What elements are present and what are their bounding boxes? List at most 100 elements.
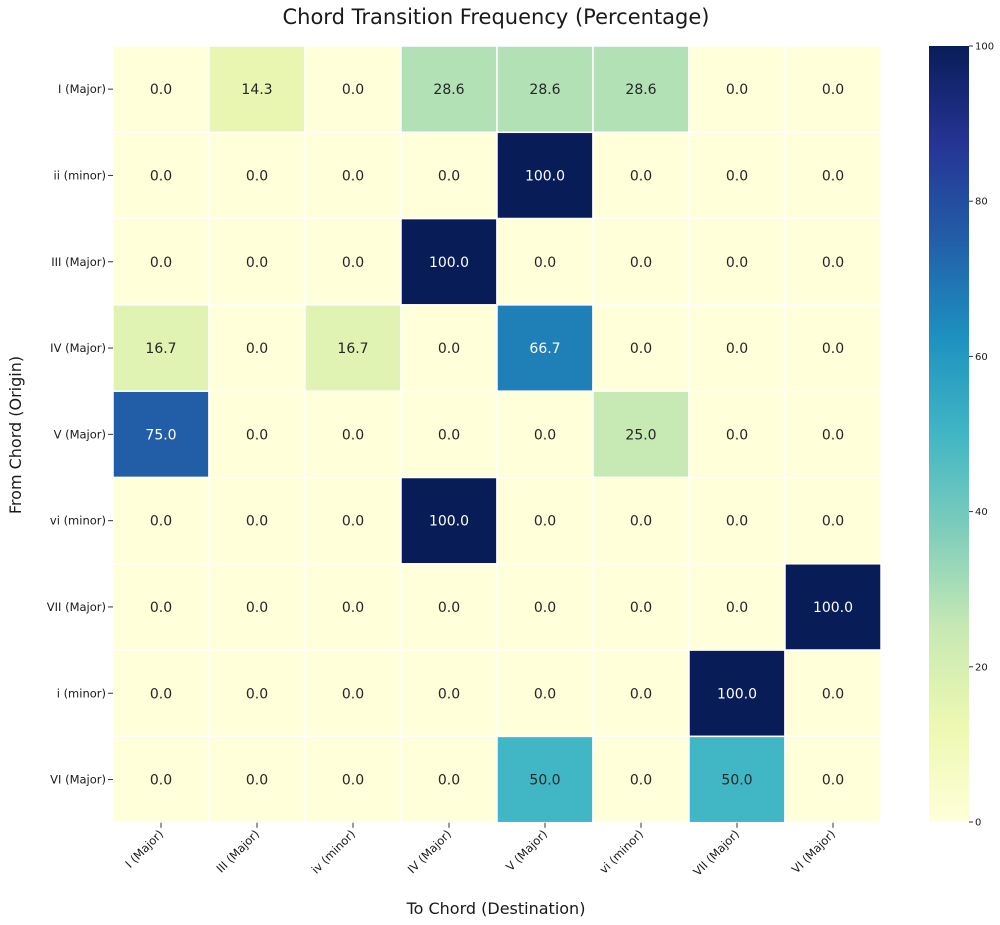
cell-value-label: 0.0 xyxy=(342,168,364,184)
heatmap-cell xyxy=(304,476,402,565)
heatmap-cell-labels: 0.0 14.3 0.0 28.6 28.6 28.6 0.0 0.0 0.0 0.0 0.0 0.0… xyxy=(145,82,853,788)
heatmap-cell xyxy=(784,390,882,479)
heatmap-cell xyxy=(784,735,882,824)
heatmap-cell xyxy=(496,217,594,306)
cell-value-label: 0.0 xyxy=(342,514,364,530)
cell-value-label: 0.0 xyxy=(726,514,748,530)
x-tick-label: vi (minor) xyxy=(597,827,647,877)
heatmap-cell xyxy=(496,476,594,565)
cell-value-label: 0.0 xyxy=(630,341,652,357)
y-tick-label: i (minor) xyxy=(57,686,106,700)
cell-value-label: 0.0 xyxy=(726,600,748,616)
heatmap-cell xyxy=(688,304,786,392)
cell-value-label: 0.0 xyxy=(246,341,268,357)
colorbar-tick-label: 0 xyxy=(975,818,981,829)
heatmap-cell xyxy=(592,217,690,306)
cell-value-label: 28.6 xyxy=(433,82,464,98)
cell-value-label: 0.0 xyxy=(150,514,172,530)
heatmap-cell xyxy=(496,735,594,824)
heatmap-cell xyxy=(304,304,402,392)
cell-value-label: 0.0 xyxy=(150,255,172,271)
cell-value-label: 0.0 xyxy=(246,773,268,789)
y-tick-label: VII (Major) xyxy=(47,600,106,614)
cell-value-label: 0.0 xyxy=(630,514,652,530)
heatmap-cell xyxy=(592,131,690,220)
cell-value-label: 0.0 xyxy=(822,255,844,271)
colorbar-tick-label: 100 xyxy=(975,42,994,53)
heatmap-cell xyxy=(784,476,882,565)
cell-value-label: 0.0 xyxy=(246,600,268,616)
heatmap-cell xyxy=(592,476,690,565)
cell-value-label: 0.0 xyxy=(438,773,460,789)
heatmap-cell xyxy=(784,131,882,220)
colorbar-tick-label: 20 xyxy=(975,662,988,673)
x-tick-label: I (Major) xyxy=(122,827,166,871)
heatmap-cell xyxy=(208,563,306,651)
cell-value-label: 0.0 xyxy=(822,168,844,184)
heatmap-cell xyxy=(112,563,210,651)
heatmap-cell xyxy=(784,649,882,738)
cell-value-label: 0.0 xyxy=(822,773,844,789)
heatmap-cell xyxy=(208,45,306,134)
cell-value-label: 0.0 xyxy=(342,427,364,443)
cell-value-label: 0.0 xyxy=(822,686,844,702)
cell-value-label: 0.0 xyxy=(150,600,172,616)
cell-value-label: 0.0 xyxy=(438,686,460,702)
heatmap-cell xyxy=(592,45,690,134)
heatmap-cell xyxy=(400,735,498,824)
y-axis-label: From Chord (Origin) xyxy=(6,356,25,514)
colorbar-tick-label: 40 xyxy=(975,507,988,518)
cell-value-label: 0.0 xyxy=(438,168,460,184)
cell-value-label: 75.0 xyxy=(145,427,176,443)
y-tick-label: VI (Major) xyxy=(50,773,106,787)
y-tick-label: vi (minor) xyxy=(50,514,106,528)
heatmap-cell xyxy=(304,563,402,651)
colorbar-ticks: 0 20 40 60 80 100 xyxy=(969,42,994,829)
cell-value-label: 0.0 xyxy=(438,600,460,616)
heatmap-cell xyxy=(304,735,402,824)
heatmap-cell xyxy=(304,217,402,306)
cell-value-label: 50.0 xyxy=(721,773,752,789)
cell-value-label: 0.0 xyxy=(534,255,556,271)
heatmap-cells xyxy=(112,45,882,824)
y-tick-label: ii (minor) xyxy=(54,168,106,182)
heatmap-cell xyxy=(784,217,882,306)
cell-value-label: 0.0 xyxy=(342,773,364,789)
cell-value-label: 16.7 xyxy=(145,341,176,357)
cell-value-label: 0.0 xyxy=(438,341,460,357)
heatmap-cell xyxy=(592,735,690,824)
cell-value-label: 0.0 xyxy=(342,82,364,98)
cell-value-label: 50.0 xyxy=(529,773,560,789)
heatmap-cell xyxy=(112,304,210,392)
cell-value-label: 0.0 xyxy=(726,82,748,98)
cell-value-label: 0.0 xyxy=(150,168,172,184)
cell-value-label: 0.0 xyxy=(534,600,556,616)
y-tick-label: I (Major) xyxy=(58,82,106,96)
colorbar-tick-label: 60 xyxy=(975,352,988,363)
heatmap-cell xyxy=(496,304,594,392)
cell-value-label: 0.0 xyxy=(150,773,172,789)
cell-value-label: 0.0 xyxy=(534,686,556,702)
heatmap-cell xyxy=(784,563,882,651)
heatmap-cell xyxy=(112,45,210,134)
cell-value-label: 14.3 xyxy=(241,82,272,98)
cell-value-label: 0.0 xyxy=(630,686,652,702)
cell-value-label: 0.0 xyxy=(630,600,652,616)
x-tick-label: V (Major) xyxy=(503,827,550,874)
heatmap-cell xyxy=(400,390,498,479)
colorbar xyxy=(929,46,969,822)
heatmap-cell xyxy=(400,304,498,392)
heatmap-cell xyxy=(688,476,786,565)
x-tick-label: III (Major) xyxy=(214,827,263,876)
y-axis-ticks: I (Major) ii (minor) III (Major) IV (Major)… xyxy=(47,82,113,787)
heatmap-cell xyxy=(688,390,786,479)
cell-value-label: 100.0 xyxy=(813,600,853,616)
cell-value-label: 0.0 xyxy=(822,82,844,98)
cell-value-label: 0.0 xyxy=(630,773,652,789)
heatmap-cell xyxy=(496,563,594,651)
cell-value-label: 16.7 xyxy=(337,341,368,357)
heatmap-cell xyxy=(208,217,306,306)
cell-value-label: 0.0 xyxy=(342,686,364,702)
heatmap-cell xyxy=(400,217,498,306)
heatmap-cell xyxy=(688,563,786,651)
